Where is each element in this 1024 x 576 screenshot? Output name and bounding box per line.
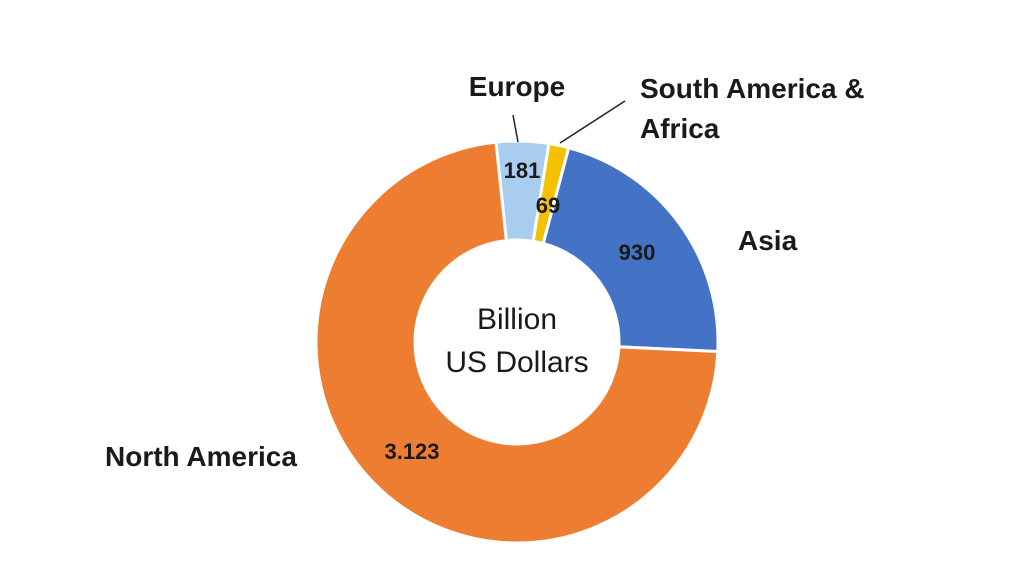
category-label-europe: Europe bbox=[469, 71, 565, 102]
center-label-line-2: US Dollars bbox=[445, 346, 588, 379]
category-labels-group: Europe South America & Africa Asia North Ame… bbox=[105, 71, 865, 472]
value-labels-group: 181 69 930 3.123 bbox=[384, 158, 655, 464]
leader-line-south-america-africa bbox=[559, 100, 626, 144]
leader-line-europe bbox=[512, 114, 519, 143]
value-label-asia: 930 bbox=[619, 240, 656, 265]
value-label-europe: 181 bbox=[504, 158, 541, 183]
slices-group bbox=[314, 139, 720, 545]
value-label-south-america-africa: 69 bbox=[536, 193, 560, 218]
category-label-asia: Asia bbox=[738, 225, 798, 256]
center-label-line-1: Billion bbox=[477, 303, 557, 336]
slice-north-america bbox=[314, 140, 720, 545]
category-label-north-america: North America bbox=[105, 441, 297, 472]
leader-lines-group bbox=[512, 100, 626, 144]
value-label-north-america: 3.123 bbox=[384, 439, 439, 464]
slice-asia bbox=[541, 145, 720, 354]
category-label-south-america-africa: South America & Africa bbox=[640, 73, 865, 144]
